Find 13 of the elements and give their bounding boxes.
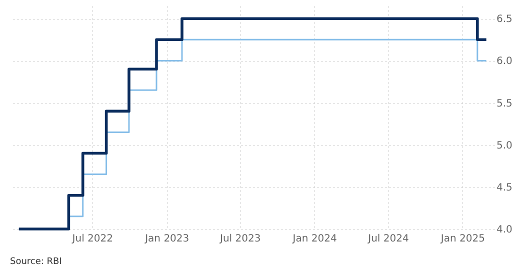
source-note: Source: RBI [10,257,62,267]
y-tick-label: 6.0 [496,56,512,68]
y-tick-label: 4.5 [496,182,512,194]
y-tick-label: 6.5 [496,14,512,26]
x-tick-label: Jul 2023 [219,234,261,244]
x-tick-label: Jan 2024 [292,234,337,244]
y-tick-label: 5.5 [496,98,512,110]
x-tick-label: Jan 2025 [440,234,485,244]
y-tick-label: 5.0 [496,140,512,152]
x-tick-label: Jul 2024 [367,234,409,244]
y-tick-label: 4.0 [496,224,512,236]
x-tick-label: Jul 2022 [71,234,113,244]
x-tick-label: Jan 2023 [144,234,190,244]
